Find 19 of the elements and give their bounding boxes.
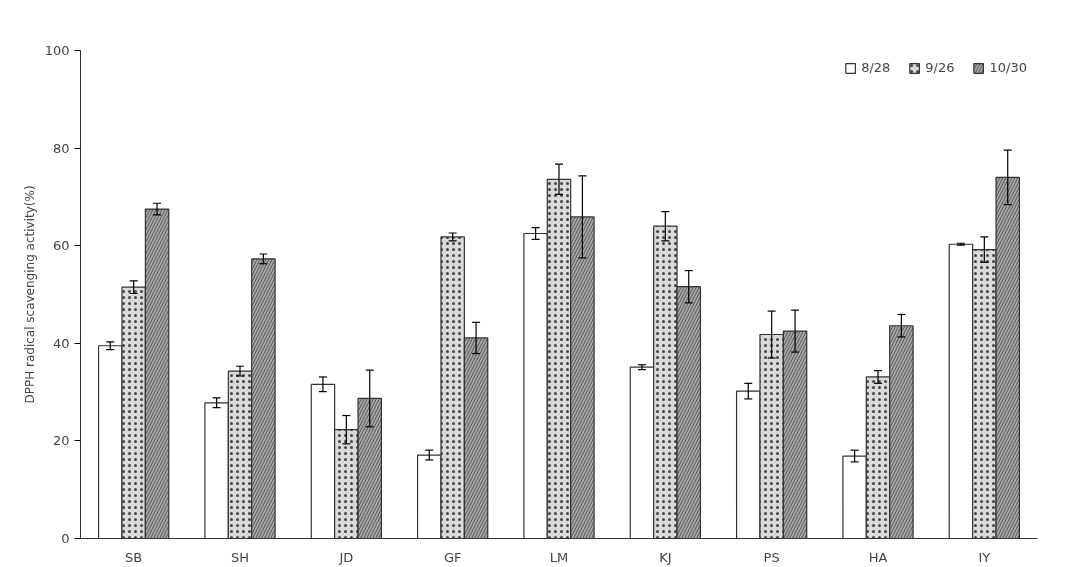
x-tick-label: PS <box>763 549 780 565</box>
y-tick-label: 80 <box>52 140 70 156</box>
y-tick-label: 20 <box>52 433 70 449</box>
x-tick-label: SH <box>230 549 250 565</box>
y-tick-label: 0 <box>61 531 70 546</box>
x-tick-label: JD <box>338 549 354 565</box>
legend-label: 9/26 <box>925 60 955 75</box>
y-tick-label: 60 <box>52 238 70 254</box>
x-tick-label: LM <box>549 549 569 565</box>
x-tick-label: HA <box>868 549 888 565</box>
y-tick-label: 100 <box>44 43 70 58</box>
legend-label: 10/30 <box>989 60 1027 75</box>
x-tick-label: GF <box>443 549 462 565</box>
x-tick-label: IY <box>978 549 991 565</box>
x-tick-label: KJ <box>659 549 672 565</box>
x-tick-label: SB <box>125 549 143 565</box>
legend-label: 8/28 <box>861 60 891 75</box>
y-axis-title: DPPH radical scavenging activity(%) <box>22 185 37 404</box>
y-tick-label: 40 <box>52 335 70 351</box>
